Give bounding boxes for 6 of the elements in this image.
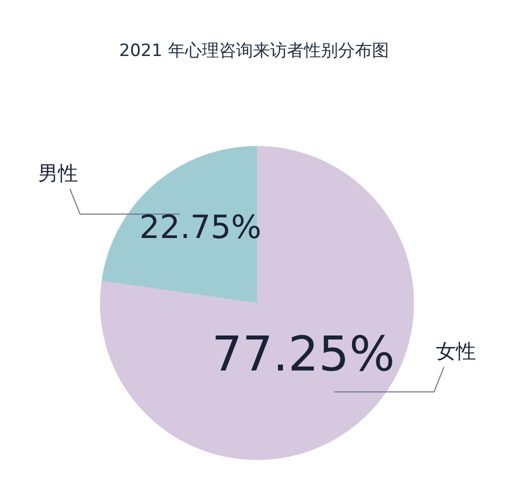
slice-label: 男性 [38, 161, 78, 186]
pie-slice [100, 146, 414, 460]
chart-title: 2021 年心理咨询来访者性别分布图 [119, 41, 389, 61]
data-label: 77.25% [212, 326, 395, 382]
slice-label: 女性 [436, 338, 476, 363]
data-label: 22.75% [139, 208, 262, 246]
